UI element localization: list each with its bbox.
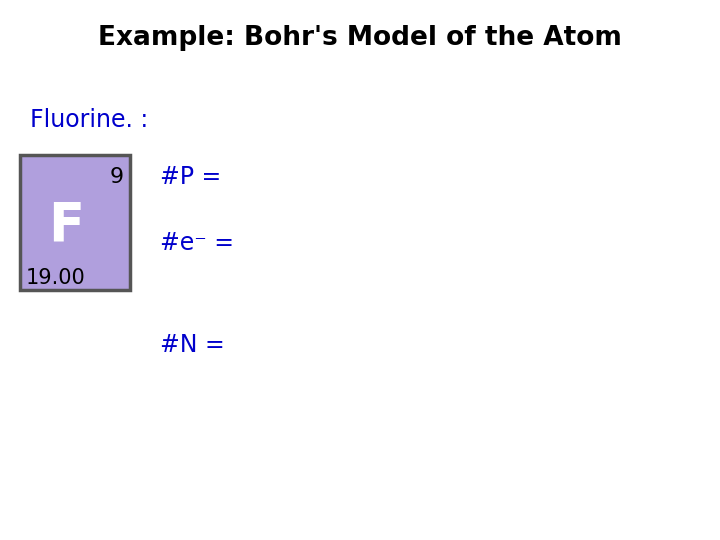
Text: #N =: #N = (160, 333, 225, 357)
Text: F: F (48, 199, 84, 251)
Bar (20, 155, 130, 290)
Text: #P =: #P = (160, 165, 221, 189)
Text: Example: Bohr's Model of the Atom: Example: Bohr's Model of the Atom (98, 25, 622, 51)
Text: Fluorine. :: Fluorine. : (30, 108, 148, 132)
Text: 19.00: 19.00 (26, 268, 86, 288)
Text: #e⁻ =: #e⁻ = (160, 231, 234, 255)
Text: 9: 9 (110, 167, 124, 187)
